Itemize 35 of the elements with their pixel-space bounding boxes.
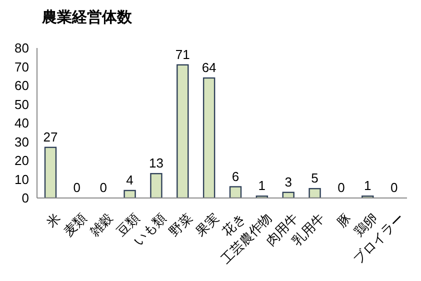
y-tick-label: 70	[14, 59, 29, 74]
bar	[308, 188, 321, 198]
y-tick-label: 20	[14, 153, 29, 168]
y-tick-label: 50	[14, 96, 29, 112]
data-label: 27	[43, 129, 58, 144]
data-label: 0	[73, 180, 81, 195]
data-label: 6	[232, 168, 240, 184]
x-tick-label: 野菜	[166, 210, 196, 240]
bar	[229, 186, 242, 198]
y-tick-label: 10	[14, 172, 29, 187]
data-label: 4	[126, 172, 134, 188]
data-label: 64	[202, 60, 216, 75]
y-tick-label: 80	[14, 40, 29, 56]
y-tick-label: 60	[14, 78, 29, 94]
bar	[150, 173, 162, 198]
data-label: 5	[311, 170, 318, 186]
data-label: 0	[100, 180, 107, 195]
data-label: 71	[175, 46, 190, 62]
data-label: 0	[338, 180, 345, 195]
y-tick-label: 0	[22, 190, 29, 206]
y-tick-label: 30	[14, 134, 29, 150]
x-tick-label: 米	[43, 210, 64, 230]
bar	[202, 77, 216, 198]
chart-title: 農業経営体数	[42, 8, 132, 27]
x-tick-label: 豚	[334, 210, 354, 230]
data-label: 13	[148, 156, 164, 171]
data-label: 1	[258, 178, 266, 194]
data-label: 0	[390, 180, 398, 195]
bar	[44, 146, 57, 198]
x-tick-label: 果実	[192, 210, 222, 240]
data-label: 3	[284, 174, 292, 190]
y-tick-label: 40	[14, 116, 29, 131]
bar	[124, 190, 136, 198]
data-label: 1	[364, 178, 372, 194]
bar	[176, 64, 189, 198]
